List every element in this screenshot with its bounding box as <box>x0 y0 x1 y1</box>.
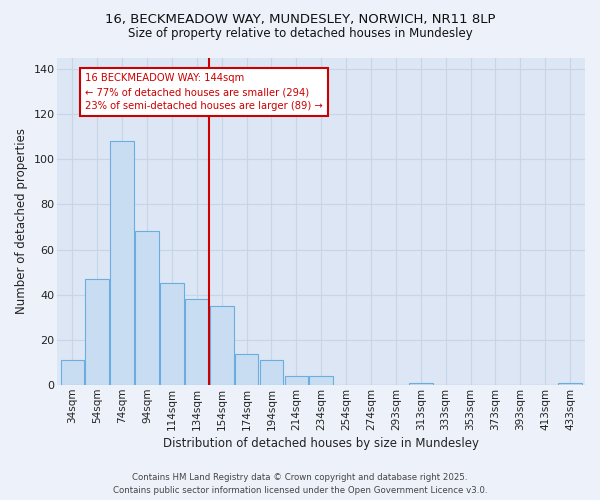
Text: Contains HM Land Registry data © Crown copyright and database right 2025.
Contai: Contains HM Land Registry data © Crown c… <box>113 474 487 495</box>
Bar <box>85 279 109 385</box>
Bar <box>185 300 209 385</box>
Bar <box>135 232 159 385</box>
Bar <box>210 306 233 385</box>
X-axis label: Distribution of detached houses by size in Mundesley: Distribution of detached houses by size … <box>163 437 479 450</box>
Bar <box>260 360 283 385</box>
Bar <box>110 141 134 385</box>
Text: 16, BECKMEADOW WAY, MUNDESLEY, NORWICH, NR11 8LP: 16, BECKMEADOW WAY, MUNDESLEY, NORWICH, … <box>105 12 495 26</box>
Y-axis label: Number of detached properties: Number of detached properties <box>15 128 28 314</box>
Bar <box>310 376 333 385</box>
Bar <box>235 354 259 385</box>
Text: 16 BECKMEADOW WAY: 144sqm
← 77% of detached houses are smaller (294)
23% of semi: 16 BECKMEADOW WAY: 144sqm ← 77% of detac… <box>85 74 323 112</box>
Bar <box>61 360 84 385</box>
Bar <box>160 284 184 385</box>
Bar <box>558 383 582 385</box>
Bar <box>284 376 308 385</box>
Bar <box>409 383 433 385</box>
Text: Size of property relative to detached houses in Mundesley: Size of property relative to detached ho… <box>128 28 472 40</box>
